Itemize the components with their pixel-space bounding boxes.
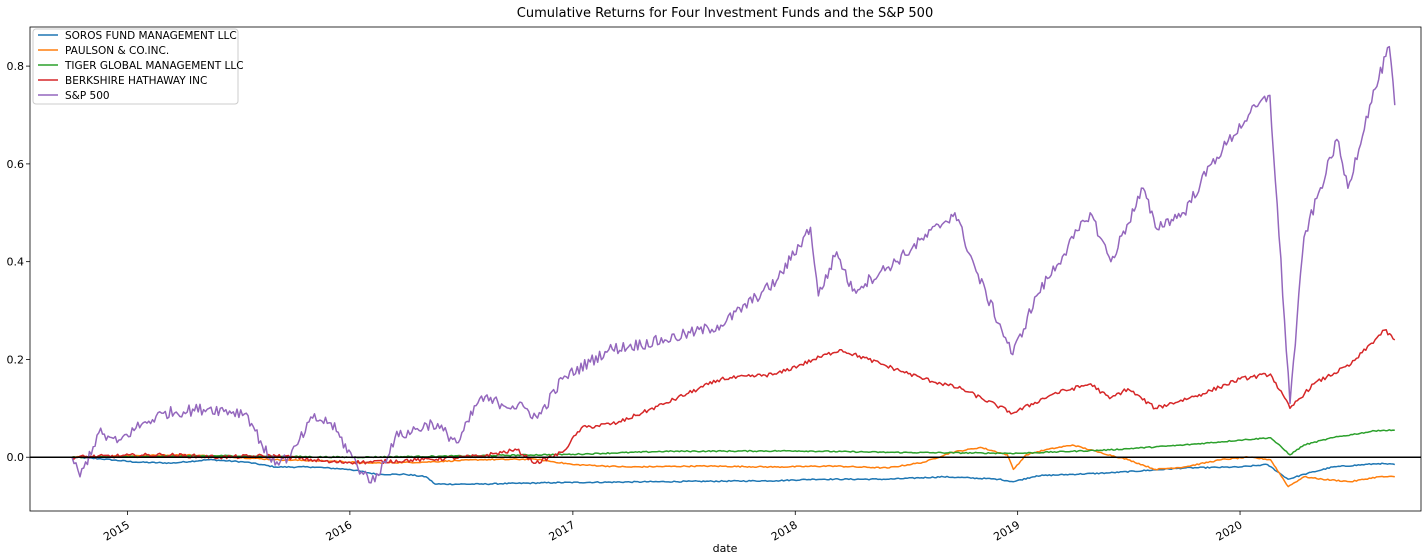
- chart-title: Cumulative Returns for Four Investment F…: [517, 6, 933, 21]
- axes-frame: [29, 26, 1422, 512]
- x-tick-label: 2016: [324, 518, 355, 543]
- legend-label: BERKSHIRE HATHAWAY INC: [65, 75, 207, 87]
- series-line-1: [71, 444, 1395, 488]
- x-axis-label: date: [713, 542, 738, 555]
- legend-label: TIGER GLOBAL MANAGEMENT LLC: [64, 60, 244, 72]
- x-tick-label: 2018: [769, 518, 800, 543]
- y-tick-label: 0.6: [7, 158, 25, 171]
- x-tick-label: 2017: [547, 518, 578, 543]
- y-tick-label: 0.0: [7, 451, 25, 464]
- x-tick-label: 2019: [991, 518, 1022, 543]
- x-tick-label: 2020: [1214, 518, 1245, 543]
- legend-label: SOROS FUND MANAGEMENT LLC: [65, 30, 237, 42]
- legend-label: S&P 500: [65, 90, 110, 102]
- x-tick-label: 2015: [101, 518, 132, 543]
- legend: SOROS FUND MANAGEMENT LLC PAULSON & CO.IN…: [32, 28, 244, 105]
- legend-label: PAULSON & CO.INC.: [65, 45, 169, 57]
- series-line-2: [71, 429, 1395, 459]
- y-tick-label: 0.4: [7, 256, 25, 269]
- legend-box: [32, 28, 239, 105]
- y-tick-label: 0.2: [7, 353, 25, 366]
- series-line-4: [71, 45, 1396, 484]
- y-tick-label: 0.8: [7, 60, 25, 73]
